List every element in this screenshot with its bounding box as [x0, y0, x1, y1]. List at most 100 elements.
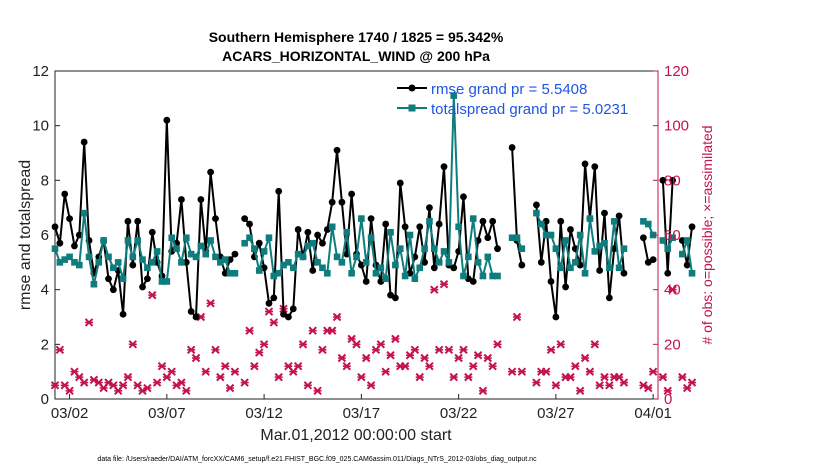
obs-count-point [128, 340, 138, 349]
spread-point [275, 269, 282, 277]
obs-count-point [590, 340, 599, 349]
spread-point [679, 250, 686, 258]
spread-point [591, 248, 599, 255]
rmse-point [591, 163, 599, 171]
spread-point [479, 272, 487, 280]
spread-point [586, 215, 594, 222]
obs-count-point [206, 299, 215, 308]
obs-count-point [245, 326, 254, 335]
spread-point [358, 215, 365, 222]
spread-point [644, 220, 652, 228]
obs-count-point [240, 378, 249, 387]
obs-count-point [575, 386, 585, 396]
rmse-point [275, 187, 283, 195]
obs-count-point [55, 345, 65, 355]
rmse-point [688, 223, 696, 231]
rmse-point [124, 217, 132, 225]
obs-count-point [454, 353, 463, 363]
y-right-tick-label: 80 [664, 172, 681, 189]
rmse-point [567, 226, 574, 233]
spread-point [207, 237, 214, 244]
spread-point [610, 218, 618, 225]
spread-point [440, 248, 448, 255]
spread-point [411, 275, 419, 283]
spread-point [348, 269, 355, 277]
obs-count-point [186, 345, 196, 355]
rmse-point [80, 138, 88, 146]
spread-point [362, 259, 370, 266]
rmse-point [430, 264, 438, 272]
spread-point [392, 261, 399, 269]
spread-point [615, 264, 623, 272]
spread-point [367, 234, 375, 242]
rmse-point [416, 223, 424, 231]
rmse-point [333, 146, 341, 154]
y-axis-label: rmse and totalspread [17, 160, 34, 310]
chart-title-line-2: ACARS_HORIZONTAL_WIND @ 200 hPa [222, 48, 490, 64]
obs-count-point [182, 386, 191, 396]
spread-point [547, 231, 555, 239]
obs-count-point [84, 318, 94, 327]
x-tick-label: 03/07 [148, 405, 186, 422]
rmse-point [479, 217, 487, 225]
y-right-tick-label: 20 [664, 336, 681, 353]
rmse-point [450, 264, 458, 272]
spread-point [241, 239, 248, 247]
spread-point [260, 248, 268, 255]
y-right-tick-label: 100 [664, 118, 689, 135]
obs-count-point [493, 340, 502, 349]
spread-point [542, 231, 550, 239]
y-right-tick-label: 60 [664, 227, 681, 244]
rmse-point [440, 163, 448, 171]
obs-count-point [434, 345, 444, 355]
spread-point [465, 253, 472, 261]
obs-count-point [332, 312, 342, 322]
obs-count-point [152, 378, 162, 387]
spread-point [377, 264, 385, 272]
rmse-point [71, 242, 78, 250]
spread-point [435, 259, 443, 266]
obs-count-point [327, 326, 337, 335]
obs-count-point [420, 353, 429, 363]
rmse-point [178, 196, 185, 203]
obs-count-point [123, 372, 133, 382]
obs-count-point [687, 378, 697, 387]
x-axis-label: Mar.01,2012 00:00:00 start [260, 427, 452, 444]
spread-point [572, 259, 579, 266]
spread-point [255, 267, 263, 274]
spread-point [246, 234, 253, 242]
spread-point [328, 223, 336, 231]
spread-point [421, 245, 428, 252]
spread-point [324, 269, 331, 277]
spread-point [158, 278, 166, 285]
obs-count-point [430, 285, 439, 294]
x-tick-label: 03/12 [245, 405, 283, 422]
rmse-point [401, 223, 409, 231]
spread-point [110, 264, 117, 272]
obs-count-point [337, 353, 347, 363]
rmse-point [212, 215, 219, 223]
spread-point [56, 259, 64, 266]
obs-count-point [177, 378, 186, 387]
spread-point [202, 250, 210, 258]
obs-count-point [556, 340, 565, 349]
rmse-point [163, 116, 171, 124]
obs-count-point [318, 345, 327, 355]
rmse-point [134, 217, 142, 225]
rmse-point [285, 313, 292, 321]
rmse-point [119, 310, 127, 318]
obs-count-point [293, 361, 303, 371]
spread-point [119, 275, 127, 283]
spread-point [226, 269, 234, 277]
spread-point [85, 253, 93, 261]
rmse-point [148, 228, 156, 236]
rmse-point [270, 294, 278, 302]
rmse-point [231, 250, 239, 258]
obs-count-point [512, 312, 522, 322]
spread-point [552, 245, 560, 252]
rmse-point [328, 198, 336, 206]
obs-count-point [308, 326, 317, 335]
obs-count-point [250, 361, 259, 371]
spread-point [153, 248, 161, 255]
rmse-point [547, 278, 555, 285]
